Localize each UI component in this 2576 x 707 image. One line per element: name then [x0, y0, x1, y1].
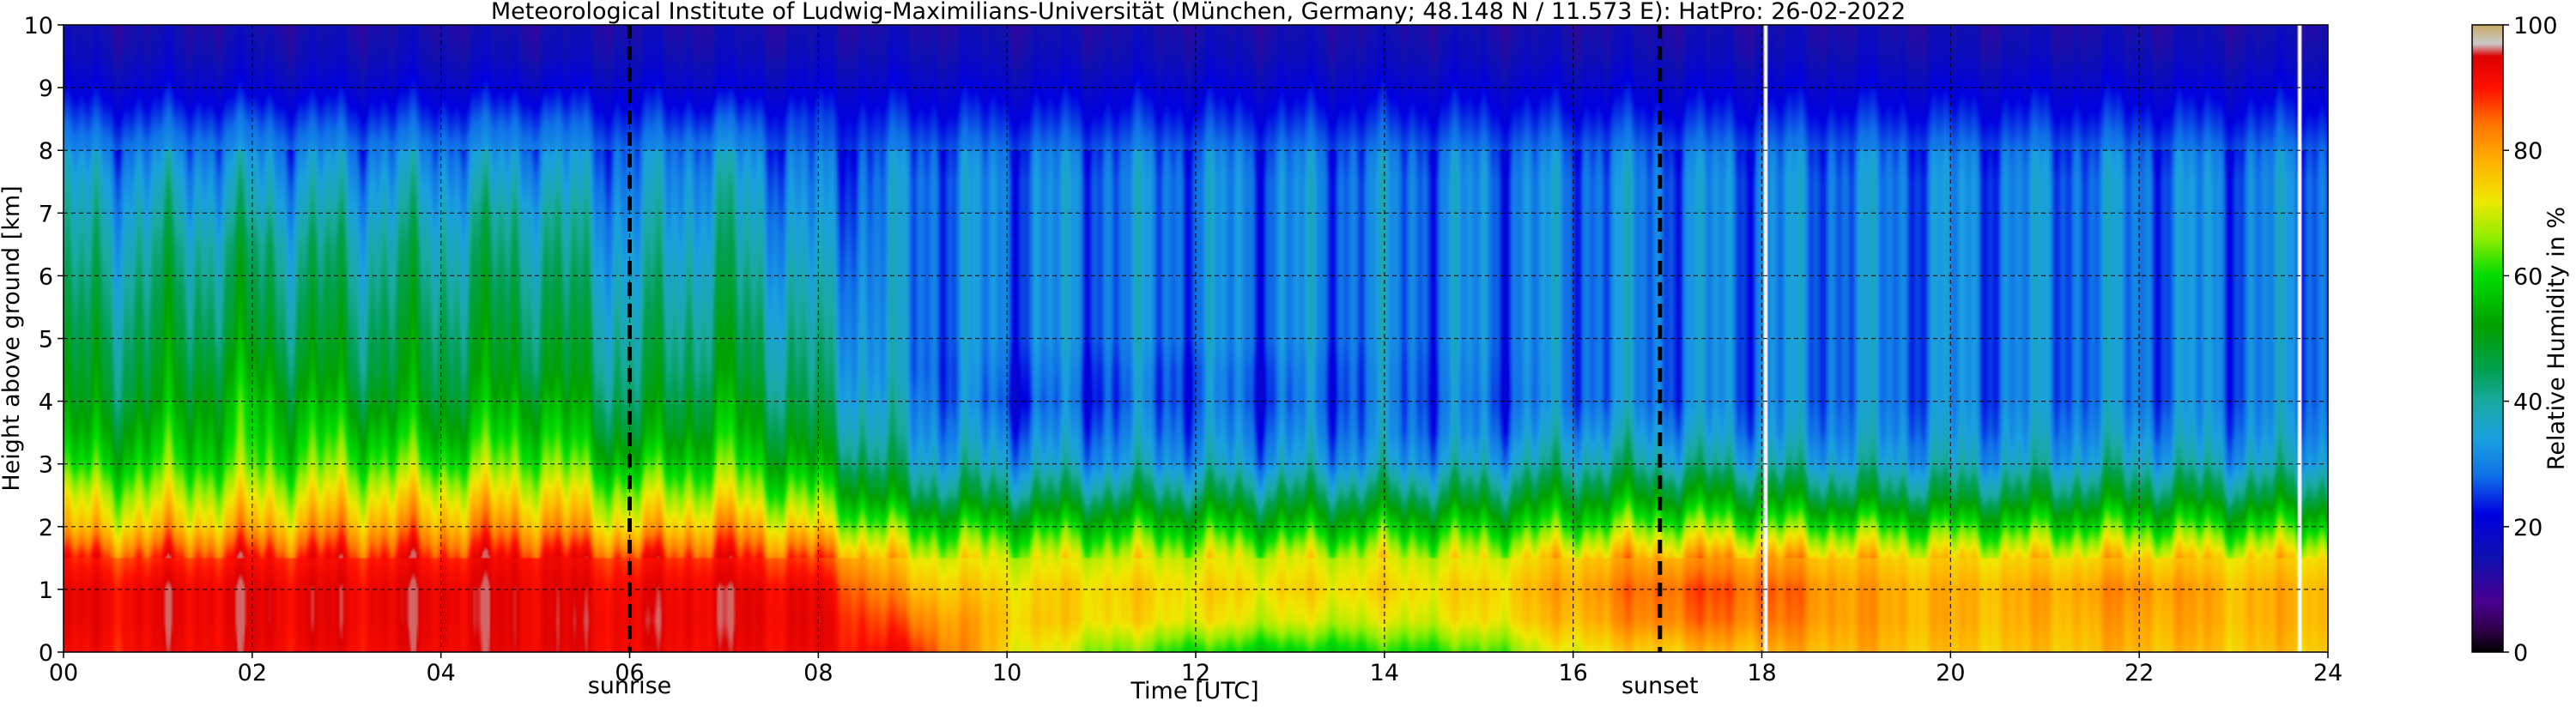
- x-tick-label: 10: [992, 660, 1021, 686]
- y-axis-label: Height above ground [km]: [0, 185, 25, 491]
- y-tick-label: 8: [39, 138, 53, 165]
- marker-label-sunset: sunset: [1621, 673, 1699, 699]
- chart-title: Meteorological Institute of Ludwig-Maxim…: [491, 0, 1906, 25]
- x-tick-label: 24: [2313, 660, 2343, 686]
- plot-area: sunrise sunset: [63, 24, 2329, 699]
- x-axis-label: Time [UTC]: [1130, 678, 1258, 704]
- colorbar-tick-label: 100: [2513, 13, 2558, 39]
- y-tick-label: 0: [39, 640, 53, 667]
- x-tick-label: 22: [2124, 660, 2154, 686]
- y-tick-label: 5: [39, 327, 53, 354]
- colorbar-tick-label: 0: [2513, 640, 2528, 667]
- y-tick-label: 9: [39, 76, 53, 102]
- colorbar-tick-label: 20: [2513, 515, 2543, 541]
- colorbar-frame: [2471, 24, 2504, 653]
- x-tick-label: 02: [238, 660, 267, 686]
- x-tick-label: 14: [1370, 660, 1399, 686]
- grid-lines: [64, 25, 2328, 652]
- x-tick-label: 06: [615, 660, 644, 686]
- y-tick-label: 4: [39, 390, 53, 416]
- y-tick-label: 6: [39, 263, 53, 290]
- colorbar-label: Relative Humidity in %: [2543, 207, 2570, 470]
- y-tick-label: 10: [24, 13, 53, 39]
- marker-label-sunrise: sunrise: [588, 673, 672, 699]
- y-tick-label: 3: [39, 452, 53, 479]
- colorbar-tick-label: 40: [2513, 390, 2543, 416]
- x-tick-label: 08: [803, 660, 833, 686]
- y-axis-ticks: 0 1 2 3 4 5 6 7 8 9 10: [24, 13, 64, 667]
- x-tick-label: 00: [49, 660, 78, 686]
- colorbar-gradient: [2472, 25, 2503, 652]
- x-tick-label: 18: [1747, 660, 1776, 686]
- y-tick-label: 2: [39, 515, 53, 541]
- x-tick-label: 16: [1558, 660, 1587, 686]
- y-tick-label: 7: [39, 201, 53, 227]
- day-markers: sunrise sunset: [588, 25, 1699, 699]
- colorbar: 0 20 40 60 80 100 Relative Humidity in %: [2471, 13, 2570, 667]
- colorbar-tick-label: 80: [2513, 138, 2543, 165]
- x-tick-label: 12: [1181, 660, 1210, 686]
- y-tick-label: 1: [39, 577, 53, 604]
- colorbar-ticks: 0 20 40 60 80 100: [2503, 13, 2558, 667]
- x-tick-label: 04: [426, 660, 455, 686]
- colorbar-tick-label: 60: [2513, 263, 2543, 290]
- x-tick-label: 20: [1936, 660, 1965, 686]
- x-axis-ticks: 00 02 04 06 08 10 12 14 16 18 20 22 24: [49, 652, 2343, 686]
